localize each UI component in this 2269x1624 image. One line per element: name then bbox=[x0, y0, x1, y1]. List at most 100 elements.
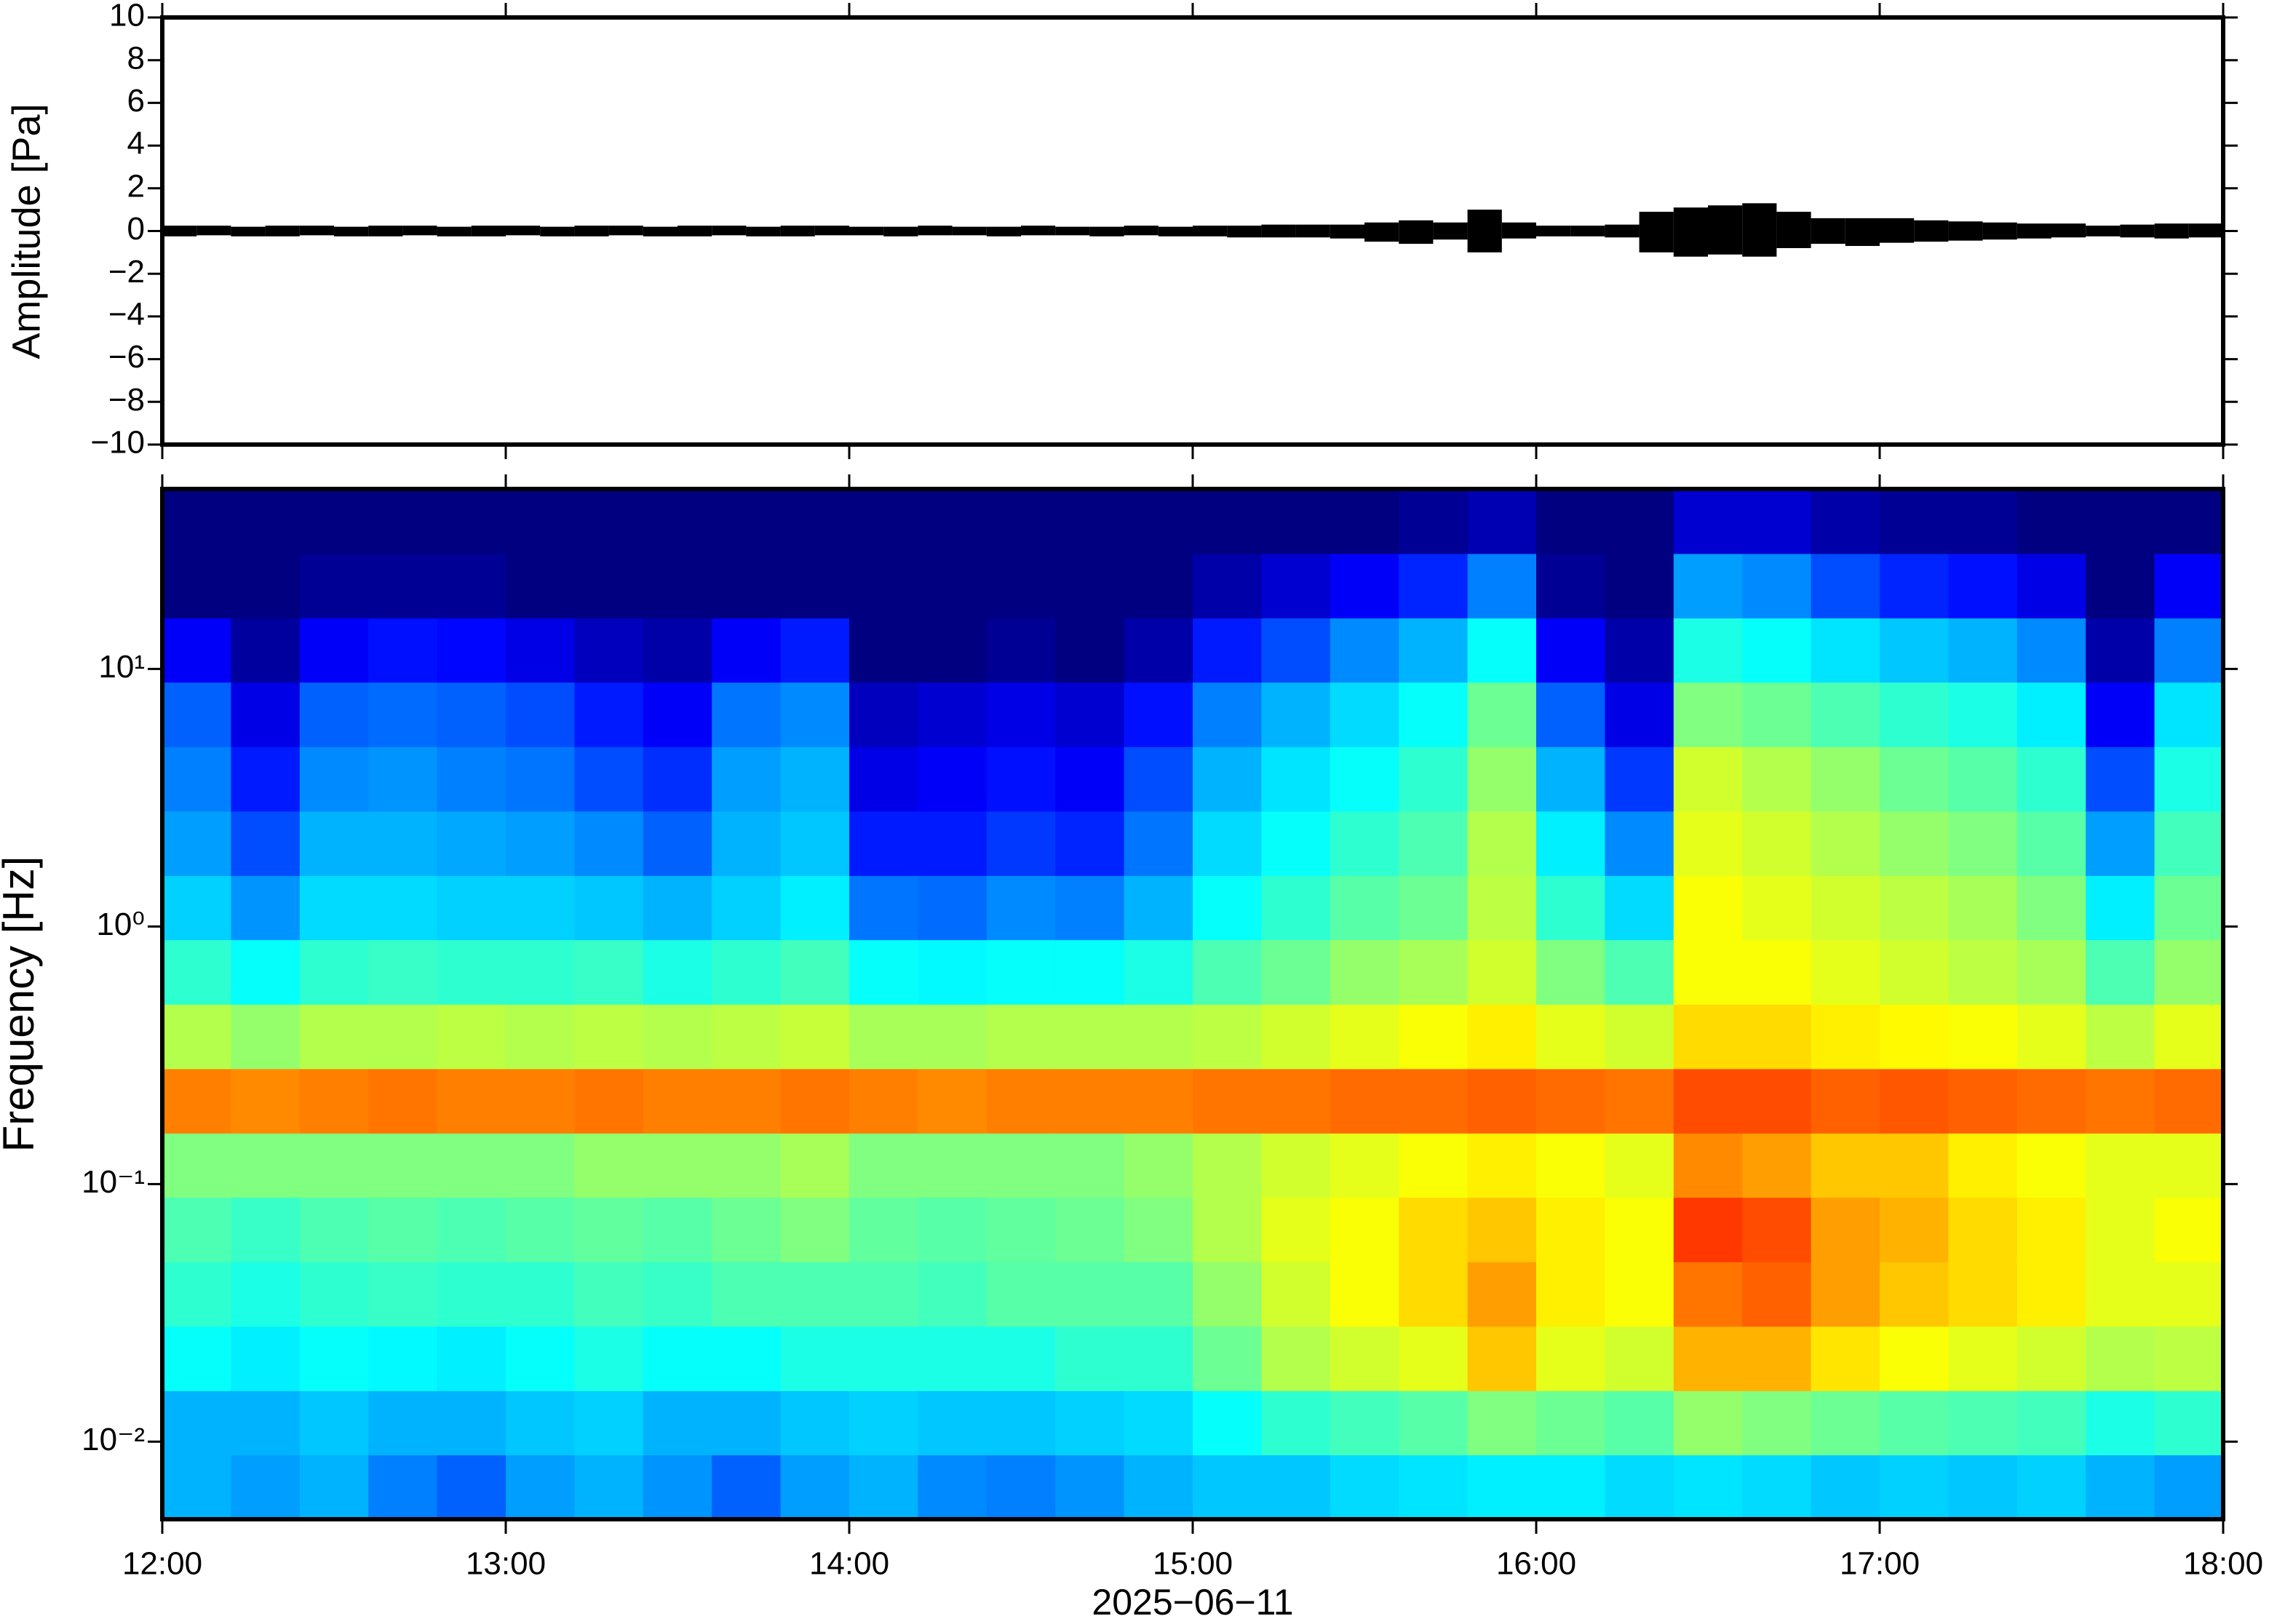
heatmap-cell bbox=[1536, 1197, 1606, 1262]
heatmap-cell bbox=[506, 747, 576, 812]
heatmap-cell bbox=[1605, 682, 1674, 747]
heatmap-cell bbox=[1880, 939, 1950, 1005]
heatmap-cell bbox=[574, 553, 644, 618]
heatmap-cell bbox=[1055, 1390, 1125, 1456]
heatmap-cell bbox=[780, 489, 850, 554]
heatmap-cell bbox=[1467, 875, 1537, 941]
heatmap-cell bbox=[1399, 489, 1469, 554]
heatmap-cell bbox=[1399, 1068, 1469, 1134]
heatmap-cell bbox=[2154, 1197, 2224, 1262]
heatmap-cell bbox=[1399, 939, 1469, 1005]
heatmap-cell bbox=[162, 1454, 232, 1520]
heatmap-cell bbox=[368, 1133, 438, 1198]
heatmap-cell bbox=[1605, 553, 1674, 618]
heatmap-cell bbox=[231, 1133, 301, 1198]
heatmap-cell bbox=[1811, 1454, 1880, 1520]
heatmap-cell bbox=[299, 1197, 369, 1262]
heatmap-cell bbox=[162, 1390, 232, 1456]
heatmap-cell bbox=[506, 939, 576, 1005]
heatmap-cell bbox=[1742, 489, 1812, 554]
heatmap-cell bbox=[299, 1326, 369, 1391]
heatmap-cell bbox=[1193, 1133, 1263, 1198]
heatmap-cell bbox=[1467, 1262, 1537, 1327]
waveform-envelope bbox=[1914, 220, 1949, 242]
heatmap-cell bbox=[1742, 1390, 1812, 1456]
heatmap-cell bbox=[1124, 1390, 1193, 1456]
heatmap-cell bbox=[918, 1326, 988, 1391]
waveform-envelope bbox=[1295, 224, 1330, 238]
heatmap-cell bbox=[1742, 1068, 1812, 1134]
heatmap-cell bbox=[849, 747, 919, 812]
heatmap-cell bbox=[1055, 939, 1125, 1005]
heatmap-cell bbox=[1193, 553, 1263, 618]
heatmap-cell bbox=[1811, 1133, 1880, 1198]
heatmap-cell bbox=[1605, 1326, 1674, 1391]
heatmap-cell bbox=[1673, 1326, 1743, 1391]
heatmap-cell bbox=[1193, 939, 1263, 1005]
heatmap-cell bbox=[918, 1068, 988, 1134]
heatmap-cell bbox=[2086, 1133, 2155, 1198]
heatmap-cell bbox=[1536, 939, 1606, 1005]
heatmap-cell bbox=[1673, 747, 1743, 812]
heatmap-cell bbox=[299, 1390, 369, 1456]
heatmap-cell bbox=[1811, 1068, 1880, 1134]
heatmap-cell bbox=[1055, 682, 1125, 747]
heatmap-cell bbox=[1330, 1068, 1399, 1134]
heatmap-cell bbox=[643, 1262, 712, 1327]
heatmap-cell bbox=[1467, 1133, 1537, 1198]
heatmap-cell bbox=[1467, 939, 1537, 1005]
heatmap-cell bbox=[368, 1326, 438, 1391]
heatmap-cell bbox=[1399, 747, 1469, 812]
heatmap-cell bbox=[1605, 1068, 1674, 1134]
heatmap-cell bbox=[1948, 1454, 2018, 1520]
heatmap-cell bbox=[1124, 1133, 1193, 1198]
heatmap-cell bbox=[437, 1454, 506, 1520]
heatmap-cell bbox=[437, 1004, 506, 1070]
heatmap-cell bbox=[437, 1197, 506, 1262]
heatmap-cell bbox=[712, 1068, 782, 1134]
heatmap-cell bbox=[1261, 811, 1331, 876]
heatmap-cell bbox=[1330, 1197, 1399, 1262]
heatmap-cell bbox=[849, 1326, 919, 1391]
heatmap-cell bbox=[712, 1133, 782, 1198]
heatmap-cell bbox=[1811, 618, 1880, 683]
heatmap-cell bbox=[231, 1326, 301, 1391]
heatmap-cell bbox=[849, 1454, 919, 1520]
heatmap-cell bbox=[986, 618, 1056, 683]
heatmap-cell bbox=[1605, 939, 1674, 1005]
heatmap-cell bbox=[2086, 618, 2155, 683]
heatmap-cell bbox=[986, 489, 1056, 554]
heatmap-cell bbox=[780, 875, 850, 941]
heatmap-cell bbox=[231, 939, 301, 1005]
heatmap-cell bbox=[2016, 939, 2086, 1005]
heatmap-cell bbox=[849, 553, 919, 618]
heatmap-cell bbox=[2154, 939, 2224, 1005]
heatmap-cell bbox=[712, 1454, 782, 1520]
heatmap-cell bbox=[231, 489, 301, 554]
heatmap-cell bbox=[1811, 1390, 1880, 1456]
heatmap-cell bbox=[1055, 1197, 1125, 1262]
heatmap-cell bbox=[643, 682, 712, 747]
waveform-envelope bbox=[1193, 226, 1228, 236]
waveform-envelope bbox=[437, 226, 472, 236]
waveform-envelope bbox=[780, 226, 815, 236]
heatmap-cell bbox=[1673, 875, 1743, 941]
heatmap-cell bbox=[712, 1004, 782, 1070]
spectrogram bbox=[162, 489, 2224, 1520]
heatmap-cell bbox=[1193, 1390, 1263, 1456]
heatmap-cell bbox=[1330, 1004, 1399, 1070]
heatmap-cell bbox=[1330, 1133, 1399, 1198]
heatmap-cell bbox=[849, 1197, 919, 1262]
heatmap-cell bbox=[506, 489, 576, 554]
heatmap-cell bbox=[574, 682, 644, 747]
heatmap-cell bbox=[2154, 747, 2224, 812]
heatmap-cell bbox=[1948, 553, 2018, 618]
heatmap-cell bbox=[2154, 1068, 2224, 1134]
heatmap-cell bbox=[162, 553, 232, 618]
heatmap-cell bbox=[1124, 1068, 1193, 1134]
heatmap-cell bbox=[574, 1326, 644, 1391]
heatmap-cell bbox=[231, 1197, 301, 1262]
heatmap-cell bbox=[437, 682, 506, 747]
waveform-envelope bbox=[1021, 226, 1056, 236]
heatmap-cell bbox=[986, 811, 1056, 876]
